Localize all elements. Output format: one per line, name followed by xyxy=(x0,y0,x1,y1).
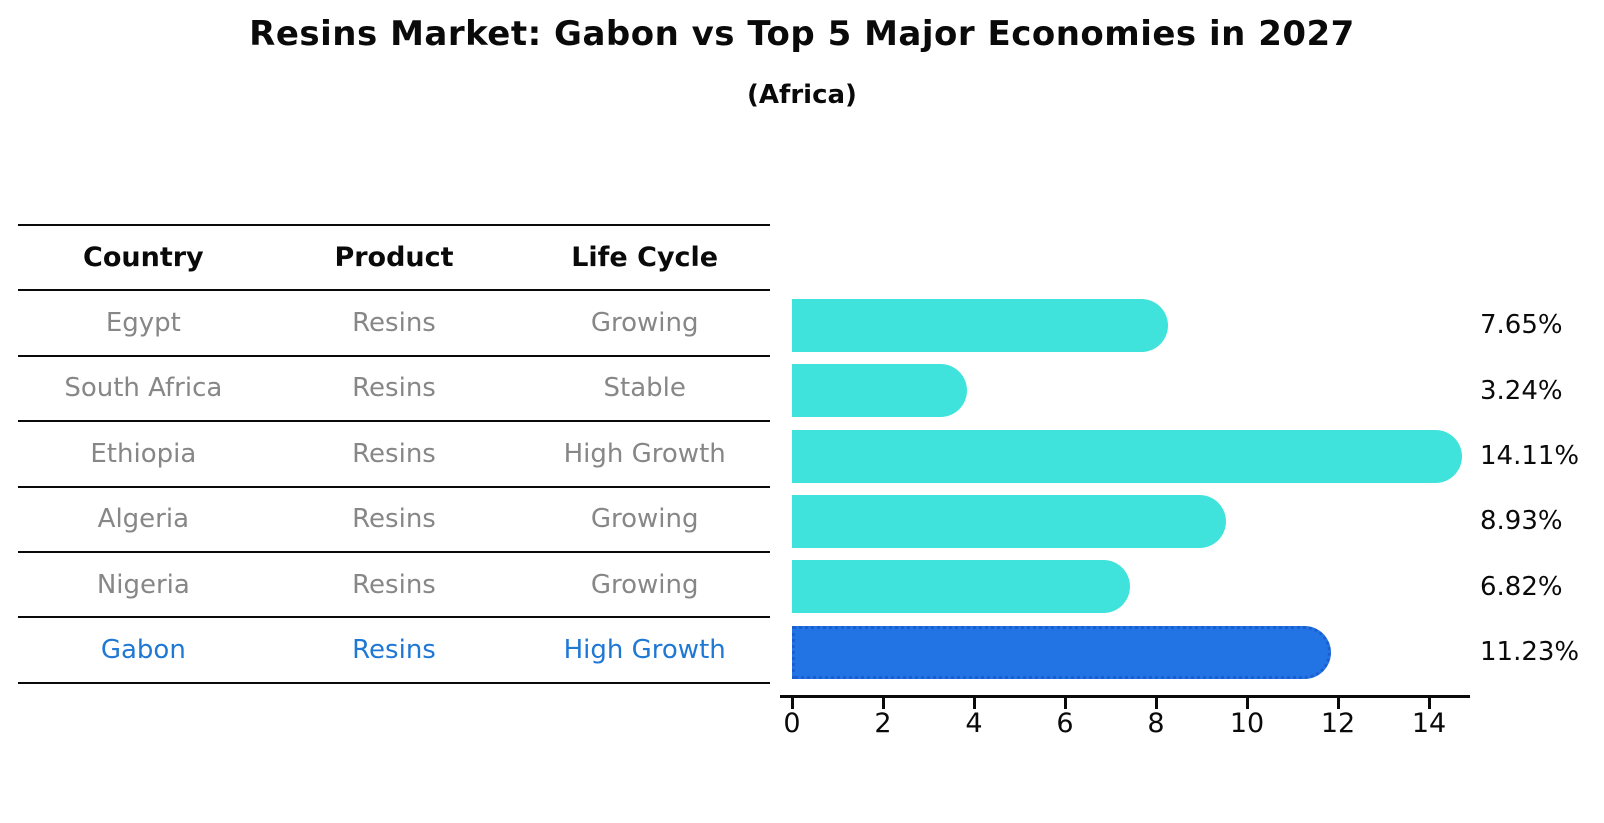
bar-south-africa xyxy=(792,364,968,417)
bar-egypt xyxy=(792,299,1169,352)
table-row-gabon: Gabon Resins High Growth xyxy=(18,616,770,684)
cell-product: Resins xyxy=(352,438,436,469)
x-axis-tick-label: 14 xyxy=(1411,708,1447,739)
x-axis-tick-label: 2 xyxy=(874,708,892,739)
value-label-south-africa: 3.24% xyxy=(1480,376,1563,406)
bar-nigeria xyxy=(792,560,1131,613)
cell-country: Nigeria xyxy=(96,569,190,600)
cell-product: Resins xyxy=(352,504,436,535)
header-cell-life-cycle: Life Cycle xyxy=(571,242,719,274)
bar-gabon-highlighted xyxy=(792,626,1331,679)
x-axis-tick xyxy=(973,698,976,709)
value-label-nigeria: 6.82% xyxy=(1480,572,1563,602)
x-axis-tick xyxy=(1337,698,1340,709)
cell-life-cycle: High Growth xyxy=(563,635,726,666)
x-axis-line xyxy=(780,695,1470,698)
x-axis-tick xyxy=(1246,698,1249,709)
table-row-algeria: Algeria Resins Growing xyxy=(18,485,770,551)
cell-product: Resins xyxy=(352,569,436,600)
table-header-row: Country Product Life Cycle xyxy=(18,224,770,289)
x-axis-tick xyxy=(791,698,794,709)
x-axis-tick xyxy=(1155,698,1158,709)
cell-country: Egypt xyxy=(105,308,181,339)
header-cell-product: Product xyxy=(334,242,454,274)
value-label-gabon: 11.23% xyxy=(1480,637,1580,667)
cell-life-cycle: High Growth xyxy=(563,438,726,469)
cell-product: Resins xyxy=(352,635,436,666)
x-axis-tick xyxy=(1428,698,1431,709)
x-axis-tick-label: 12 xyxy=(1320,708,1356,739)
cell-country: Ethiopia xyxy=(90,438,197,469)
bar-ethiopia xyxy=(792,430,1462,483)
cell-life-cycle: Growing xyxy=(590,308,699,339)
value-label-ethiopia: 14.11% xyxy=(1480,441,1580,471)
table-row-egypt: Egypt Resins Growing xyxy=(18,289,770,354)
x-axis-tick-label: 8 xyxy=(1147,708,1165,739)
cell-country: Gabon xyxy=(100,635,186,666)
x-axis-tick-label: 6 xyxy=(1056,708,1074,739)
x-axis-tick-label: 10 xyxy=(1229,708,1265,739)
x-axis-tick-label: 4 xyxy=(965,708,983,739)
table-row-ethiopia: Ethiopia Resins High Growth xyxy=(18,420,770,485)
table-row-nigeria: Nigeria Resins Growing xyxy=(18,550,770,616)
cell-country: South Africa xyxy=(64,373,223,404)
cell-life-cycle: Stable xyxy=(603,373,686,404)
cell-life-cycle: Growing xyxy=(590,504,699,535)
page-title: Resins Market: Gabon vs Top 5 Major Econ… xyxy=(249,14,1355,54)
x-axis-tick xyxy=(1064,698,1067,709)
x-axis-tick-label: 0 xyxy=(783,708,801,739)
cell-product: Resins xyxy=(352,308,436,339)
table-row-south-africa: South Africa Resins Stable xyxy=(18,354,770,420)
value-label-algeria: 8.93% xyxy=(1480,506,1563,536)
value-label-egypt: 7.65% xyxy=(1480,310,1563,340)
x-axis-tick xyxy=(882,698,885,709)
cell-life-cycle: Growing xyxy=(590,569,699,600)
bar-algeria xyxy=(792,495,1227,548)
cell-country: Algeria xyxy=(97,504,190,535)
page-subtitle: (Africa) xyxy=(747,80,857,110)
cell-product: Resins xyxy=(352,373,436,404)
header-cell-country: Country xyxy=(83,242,204,274)
data-table: Country Product Life Cycle Egypt Resins … xyxy=(18,224,770,684)
